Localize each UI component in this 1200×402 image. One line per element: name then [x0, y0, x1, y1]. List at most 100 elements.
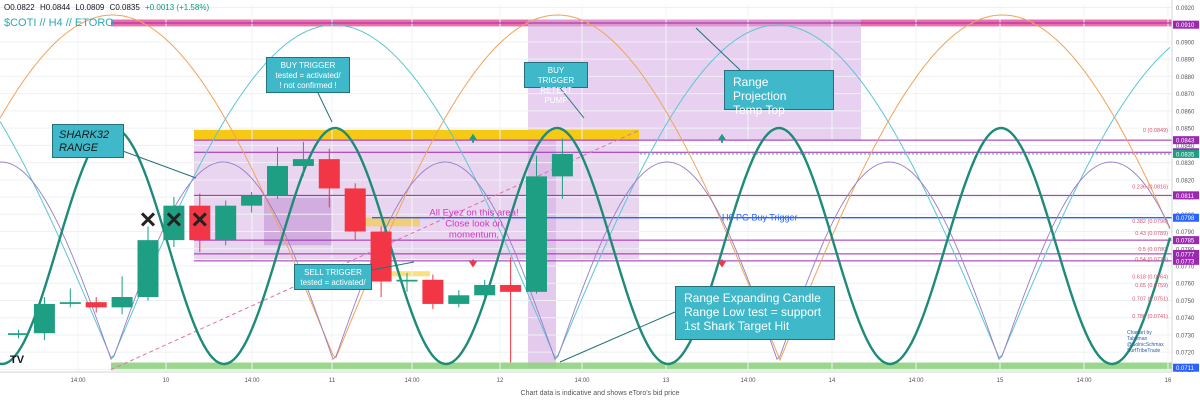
ohlc-readout: O0.0822 H0.0844 L0.0809 C0.0835 +0.0013 … [4, 3, 212, 12]
range-projection-line-2: Temp Top [733, 103, 785, 117]
candle-body-6 [163, 205, 185, 241]
candle-body-17 [448, 295, 470, 304]
x-tick-8: 14:00 [740, 378, 756, 384]
x-tick-1: 10 [163, 378, 170, 384]
range-markers [140, 133, 726, 268]
high-value: H0.0844 [39, 3, 71, 12]
candle-body-14 [370, 231, 392, 282]
price-tag-0.0785 [1173, 236, 1199, 245]
symbol-title: $COTI // H4 // ETORO [4, 17, 114, 29]
arrow-up-2 [718, 133, 726, 140]
fib-label-0.078: 0.5 (0.0780) [1138, 247, 1168, 253]
candle-body-21 [551, 153, 573, 177]
price-tag-text-0.0910: 0.0910 [1176, 23, 1195, 29]
candle-body-20 [526, 176, 547, 292]
x-tick-3: 11 [329, 378, 336, 384]
fib-label-0.0774: 0.54 (0.0774) [1135, 257, 1168, 263]
darker-range-box [264, 195, 332, 246]
credit-line-2: Tabsman [1127, 336, 1148, 342]
x-tick-6: 14:00 [574, 378, 590, 384]
arrow-down-1 [469, 261, 477, 268]
buy-trigger-pointer [317, 92, 333, 123]
price-tag-text-0.0711: 0.0711 [1176, 366, 1195, 372]
fib-label-0.0741: 0.786 (0.0741) [1132, 314, 1168, 320]
price-tag-text-0.0835: 0.0835 [1176, 152, 1195, 158]
range-projection-line-1: Range Projection [733, 75, 787, 103]
sell-trigger-pointer [371, 261, 415, 271]
fib-label-0.0759: 0.65 (0.0759) [1135, 283, 1168, 289]
candle-body-16 [422, 279, 444, 304]
price-tag-0.0777 [1173, 249, 1199, 258]
axes: 0.0920 0.0900 0.0890 0.0880 0.0870 0.0860 0.08… [0, 0, 1199, 384]
open-value: O0.0822 [4, 3, 35, 12]
buy-trigger-line-2: tested = activated/ [275, 71, 341, 80]
candle-body-18 [474, 284, 496, 296]
y-tick-0.0730: 0.0730 [1176, 333, 1195, 339]
fib-label-0.0789: 0.43 (0.0789) [1135, 231, 1168, 237]
price-tag-0.0798 [1173, 213, 1199, 222]
range-expanding-callout: Range Expanding Candle Range Low test = … [675, 286, 835, 340]
bottom-support-band [111, 362, 1172, 371]
fib-label-0.0816: 0.236 (0.0816) [1132, 185, 1168, 191]
candle-body-7 [189, 205, 211, 241]
y-tick-0.0830: 0.0830 [1176, 161, 1195, 167]
y-tick-0.0840: 0.0840 [1176, 144, 1195, 150]
arrow-down-2 [718, 261, 726, 268]
price-tag-text-0.0798: 0.0798 [1176, 216, 1195, 222]
overlay-text: 0 (0.0849) 0.236 (0.0816) 0.382 (0.0796) 0.… [119, 27, 1168, 363]
candle-body-19 [500, 284, 522, 292]
y-tick-0.0740: 0.0740 [1176, 316, 1195, 322]
y-tick-0.0860: 0.0860 [1176, 109, 1195, 115]
cyan-arch-wave [0, 24, 1171, 359]
buy-trigger-line-3: ! not confirmed ! [279, 81, 337, 90]
candle-body-9 [241, 195, 263, 206]
main-sine-wave [0, 126, 1172, 366]
price-tag-text-0.0773: 0.0773 [1176, 259, 1195, 265]
range-expanding-line-1: Range Expanding Candle [684, 291, 821, 305]
candle-body-1 [33, 303, 55, 334]
candle-body-12 [318, 159, 340, 189]
price-tag-text-0.0811: 0.0811 [1176, 194, 1195, 200]
y-tick-0.0760: 0.0760 [1176, 282, 1195, 288]
buy-retest-pointer [559, 87, 585, 119]
y-tick-0.0890: 0.0890 [1176, 58, 1195, 64]
credit-line-4: SurfTribeTrade [1127, 348, 1161, 354]
shark-range-line-1: SHARK32 [59, 129, 110, 141]
buy-retest-callout: BUY TRIGGER RETEST PUMP [524, 62, 588, 105]
x-tick-10: 14:00 [908, 378, 924, 384]
candle-body-0 [8, 333, 29, 335]
x-tick-7: 13 [663, 378, 670, 384]
close-value: C0.0835 [109, 3, 140, 12]
eyez-line-1: Close look on [445, 219, 503, 230]
price-tag-text-0.0843: 0.0843 [1176, 139, 1195, 145]
buy-trigger-line-1: BUY TRIGGER [280, 61, 336, 70]
y-tick-0.0750: 0.0750 [1176, 299, 1195, 305]
y-tick-0.0870: 0.0870 [1176, 92, 1195, 98]
buy-retest-line-2: RETEST PUMP [540, 86, 572, 105]
eyez-highlight [362, 217, 420, 227]
chart-credits: Chartart by Tabsman @SolnicSchmax SurfTr… [1127, 330, 1177, 354]
fib-label-0.0849: 0 (0.0849) [1143, 128, 1168, 134]
range-expanding-line-3: 1st Shark Target Hit [684, 319, 790, 333]
x-marker-7 [192, 212, 207, 227]
credit-line-3: @SolnicSchmax [1127, 342, 1164, 348]
shark-range-line-2: RANGE [59, 142, 99, 154]
low-value: L0.0809 [75, 3, 105, 12]
x-tick-2: 14:00 [244, 378, 260, 384]
x-tick-0: 14:00 [70, 378, 86, 384]
y-tick-0.0850: 0.0850 [1176, 127, 1195, 133]
y-tick-0.0720: 0.0720 [1176, 351, 1195, 357]
y-tick-0.0880: 0.0880 [1176, 75, 1195, 81]
price-tag-0.0711 [1173, 363, 1199, 372]
x-tick-11: 15 [997, 378, 1004, 384]
sell-trigger-line-2: tested = activated/ [300, 278, 366, 287]
sell-trigger-line-1: SELL TRIGGER [304, 268, 362, 277]
x-marker-5 [140, 212, 156, 227]
x-tick-13: 16 [1165, 378, 1172, 384]
x-tick-4: 14:00 [404, 378, 420, 384]
price-tag-text-0.0777: 0.0777 [1176, 252, 1195, 258]
candle-body-2 [59, 302, 81, 304]
price-tag-text-0.0785: 0.0785 [1176, 239, 1195, 245]
candle-body-10 [267, 166, 288, 196]
